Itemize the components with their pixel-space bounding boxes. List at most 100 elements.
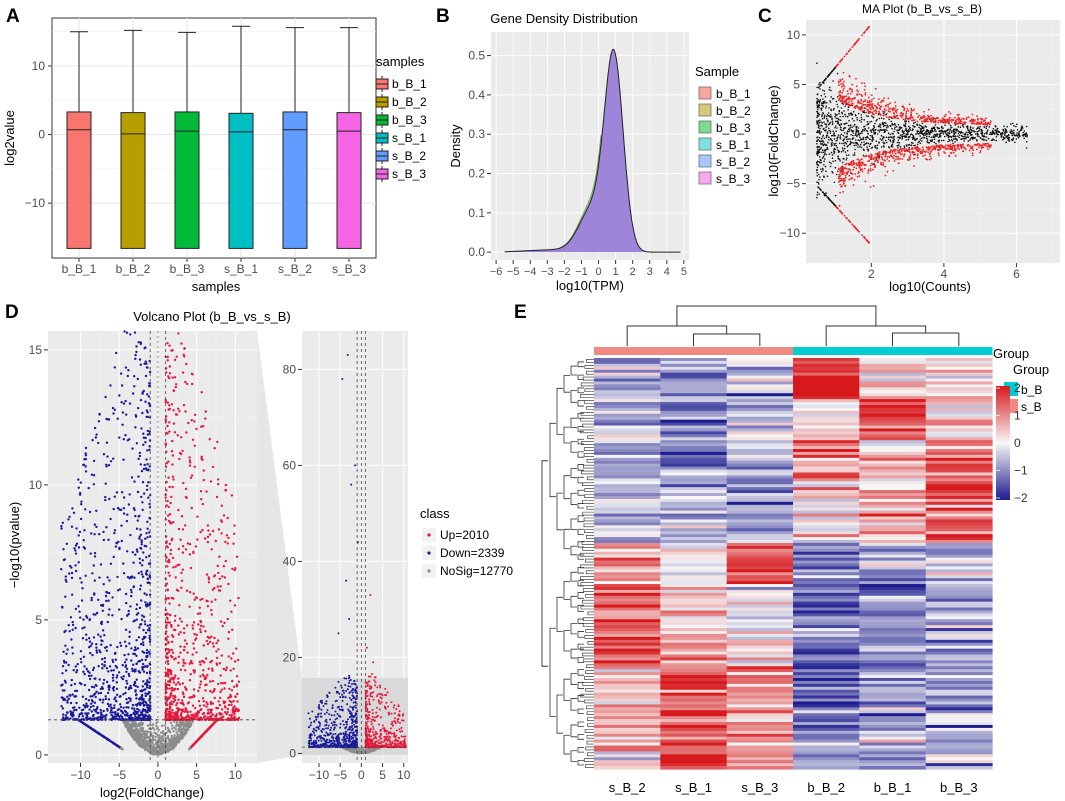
ma-point-sig	[971, 154, 974, 157]
panel-b: B Gene Density Distribution 0.00.10.20.3…	[436, 6, 751, 293]
ma-point-sig	[875, 106, 878, 109]
volcano-point-down	[75, 542, 79, 545]
ma-point-ns	[954, 141, 956, 143]
ma-point-ns	[831, 122, 834, 124]
volcano-point-down	[111, 717, 115, 720]
volcano-point-down	[135, 697, 138, 700]
ma-point-edge-up	[820, 83, 822, 86]
ma-point-ns	[839, 136, 841, 139]
ma-point-ns	[985, 125, 988, 128]
ma-point-ns	[817, 112, 819, 115]
volcano-point-down	[142, 389, 145, 393]
volcano-point-down	[145, 556, 148, 559]
volcano-point-down	[148, 502, 151, 506]
volcano-point-down	[135, 345, 138, 348]
ma-point-ns	[836, 96, 839, 98]
ma-point-ns	[904, 121, 907, 123]
ma-point-sig	[925, 150, 928, 152]
volcano-point-down	[107, 418, 111, 421]
ma-point-ns	[980, 132, 982, 135]
volcano-point-down	[85, 667, 89, 671]
ma-point-ns	[829, 100, 831, 102]
ma-point-sig	[975, 144, 978, 146]
ma-point-sig	[842, 82, 844, 85]
volcano-point-nosig	[176, 733, 180, 736]
volcano-point-down	[133, 508, 136, 512]
volcano-point-down	[140, 564, 144, 567]
ma-point-edge-down	[820, 189, 822, 192]
ma-point-edge-down	[840, 211, 842, 214]
ma-point-sig	[913, 147, 916, 149]
ma-point-ns	[968, 130, 971, 133]
ma-y-tick-label: 10	[787, 28, 801, 42]
ma-point-ns	[926, 135, 928, 138]
ma-point-ns	[853, 152, 856, 154]
ma-point-sig	[873, 113, 875, 116]
volcano-point-down	[145, 671, 149, 675]
ma-point-sig	[915, 112, 918, 115]
volcano-point-down	[103, 634, 106, 637]
volcano-point-down	[108, 497, 111, 501]
ma-point-ns	[942, 127, 944, 129]
volcano-point-down	[141, 411, 144, 415]
ma-point-sig	[877, 103, 879, 106]
volcano-point-down	[66, 648, 69, 651]
ma-point-sig	[870, 158, 873, 160]
volcano-point-down	[95, 611, 99, 615]
density-y-ticks: 0.00.10.20.30.40.5	[468, 49, 491, 259]
volcano-point-down	[138, 451, 141, 455]
density-legend-key	[698, 86, 712, 100]
ma-point-ns	[1005, 130, 1008, 132]
ma-point-ns	[832, 80, 834, 82]
ma-point-sig	[989, 121, 992, 124]
volcano-point-down	[100, 620, 104, 623]
ma-point-sig	[880, 101, 882, 103]
ma-point-sig	[872, 108, 875, 110]
ma-point-ns	[837, 155, 839, 157]
volcano-point-down	[131, 669, 134, 673]
ma-point-sig	[929, 119, 932, 122]
ma-point-sig	[857, 106, 860, 109]
ma-point-ns	[876, 144, 879, 147]
ma-point-sig	[974, 119, 976, 122]
volcano-point-up	[206, 524, 210, 527]
ma-point-sig	[868, 101, 871, 104]
density-y-label: Density	[448, 124, 463, 168]
ma-point-sig	[903, 106, 905, 109]
box-legend-label: s_B_1	[392, 131, 426, 145]
volcano-point-up	[191, 382, 194, 386]
volcano-point-nosig	[141, 722, 145, 725]
ma-point-sig	[921, 146, 924, 149]
ma-point-sig	[958, 120, 961, 123]
ma-point-ns	[1001, 135, 1003, 137]
ma-point-ns	[938, 130, 941, 132]
box-s_B_2	[282, 111, 308, 249]
ma-point-sig	[966, 144, 969, 147]
ma-point-sig	[889, 154, 892, 157]
volcano-point-down	[100, 715, 103, 718]
volcano-point-down	[133, 375, 136, 378]
ma-point-edge-up	[824, 78, 827, 80]
ma-point-sig	[980, 117, 983, 120]
volcano-point-down	[65, 580, 68, 583]
ma-point-ns	[996, 133, 998, 136]
ma-point-sig	[927, 120, 929, 123]
volcano-point-nosig	[151, 746, 155, 749]
ma-point-ns	[976, 128, 978, 130]
volcano-point-nosig	[141, 739, 144, 742]
ma-point-sig	[971, 145, 973, 148]
ma-point-ns	[867, 133, 869, 135]
ma-point-ns	[873, 133, 875, 135]
ma-point-sig	[907, 159, 910, 162]
volcano-point-down	[125, 645, 128, 648]
ma-point-edge-up	[867, 26, 870, 29]
ma-point-ns	[1007, 134, 1010, 137]
ma-point-ns	[891, 124, 893, 126]
volcano-point-nosig	[129, 724, 132, 727]
density-legend-label: b_B_3	[716, 121, 751, 135]
ma-point-ns	[962, 135, 964, 138]
ma-point-sig	[869, 107, 872, 109]
ma-point-sig	[930, 117, 933, 120]
volcano-point-down	[88, 708, 91, 711]
